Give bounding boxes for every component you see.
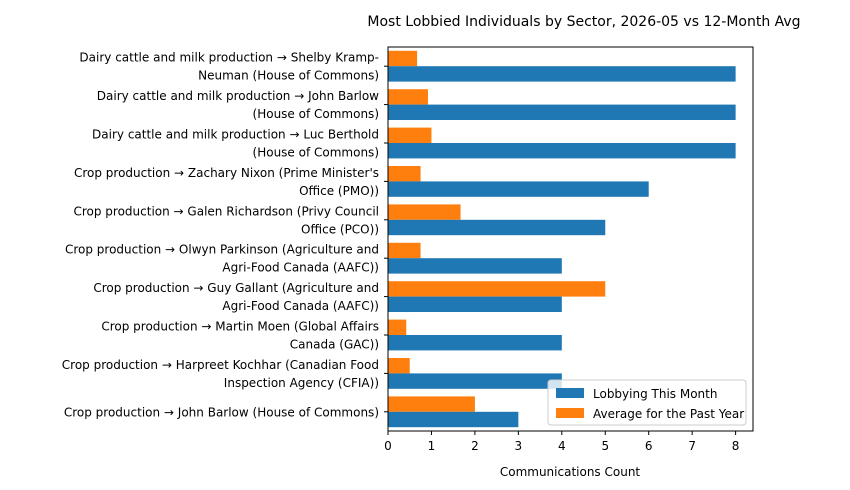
x-tick-label: 0 [384,439,392,453]
bar-past-year-average [388,242,421,259]
y-tick-label: Crop production → Guy Gallant (Agricultu… [93,281,379,295]
bar-this-month [388,66,736,82]
x-tick-label: 4 [558,439,566,453]
x-tick-label: 6 [645,439,653,453]
legend-swatch-past-year [556,408,584,418]
y-tick-label: Agri-Food Canada (AAFC)) [222,299,379,313]
bar-past-year-average [388,358,410,374]
x-tick-label: 2 [471,439,479,453]
bar-this-month [388,219,606,236]
x-tick-label: 8 [732,439,740,453]
bar-this-month [388,411,519,428]
bar-this-month [388,258,562,274]
y-tick-label: Crop production → Harpreet Kochhar (Cana… [62,358,379,372]
y-tick-label: (House of Commons) [253,107,379,121]
bar-past-year-average [388,89,428,105]
y-tick-label: Crop production → Zachary Nixon (Prime M… [74,166,379,180]
bar-this-month [388,335,562,351]
y-tick-label: Dairy cattle and milk production → John … [97,89,379,103]
y-tick-label: Dairy cattle and milk production → Shelb… [79,51,379,65]
y-tick-label: Office (PMO)) [299,184,379,198]
bar-this-month [388,181,649,197]
y-tick-label: Dairy cattle and milk production → Luc B… [92,128,379,142]
bar-past-year-average [388,127,432,143]
plot-frame [387,46,754,432]
chart-title: Most Lobbied Individuals by Sector, 2026… [367,14,800,30]
y-tick-label: Crop production → John Barlow (House of … [64,405,379,419]
y-tick-label: (House of Commons) [253,146,379,160]
legend-box [547,379,747,426]
bar-this-month [388,373,562,389]
bar-past-year-average [388,396,475,412]
legend-label-this-month: Lobbying This Month [593,387,717,401]
bar-this-month [388,143,736,159]
bar-past-year-average [388,281,606,297]
bar-past-year-average [388,166,421,182]
y-tick-label: Office (PCO)) [301,222,379,236]
legend-swatch-this-month [556,388,584,398]
y-tick-label: Crop production → Galen Richardson (Priv… [73,204,379,218]
bars-layer [388,50,736,428]
bar-past-year-average [388,50,418,67]
y-tick-label: Neuman (House of Commons) [198,69,379,83]
x-tick-labels: 0 1 2 3 4 5 6 7 8 [384,431,739,453]
y-tick-label: Agri-Food Canada (AAFC)) [222,261,379,275]
bar-this-month [388,296,562,312]
legend: Lobbying This Month Average for the Past… [547,379,747,426]
y-tick-label: Inspection Agency (CFIA)) [224,376,379,390]
x-tick-label: 7 [688,439,696,453]
y-tick-label: Crop production → Martin Moen (Global Af… [101,320,379,334]
x-tick-label: 3 [515,439,523,453]
y-tick-labels: Dairy cattle and milk production → Shelb… [62,51,388,419]
x-axis-label: Communications Count [500,465,641,479]
x-tick-label: 5 [601,439,609,453]
y-tick-label: Crop production → Olwyn Parkinson (Agric… [65,243,379,257]
bar-past-year-average [388,204,461,220]
bar-this-month [388,104,736,120]
bar-past-year-average [388,319,407,335]
y-tick-label: Canada (GAC)) [290,338,379,352]
x-tick-label: 1 [428,439,436,453]
legend-label-past-year: Average for the Past Year [593,407,744,421]
